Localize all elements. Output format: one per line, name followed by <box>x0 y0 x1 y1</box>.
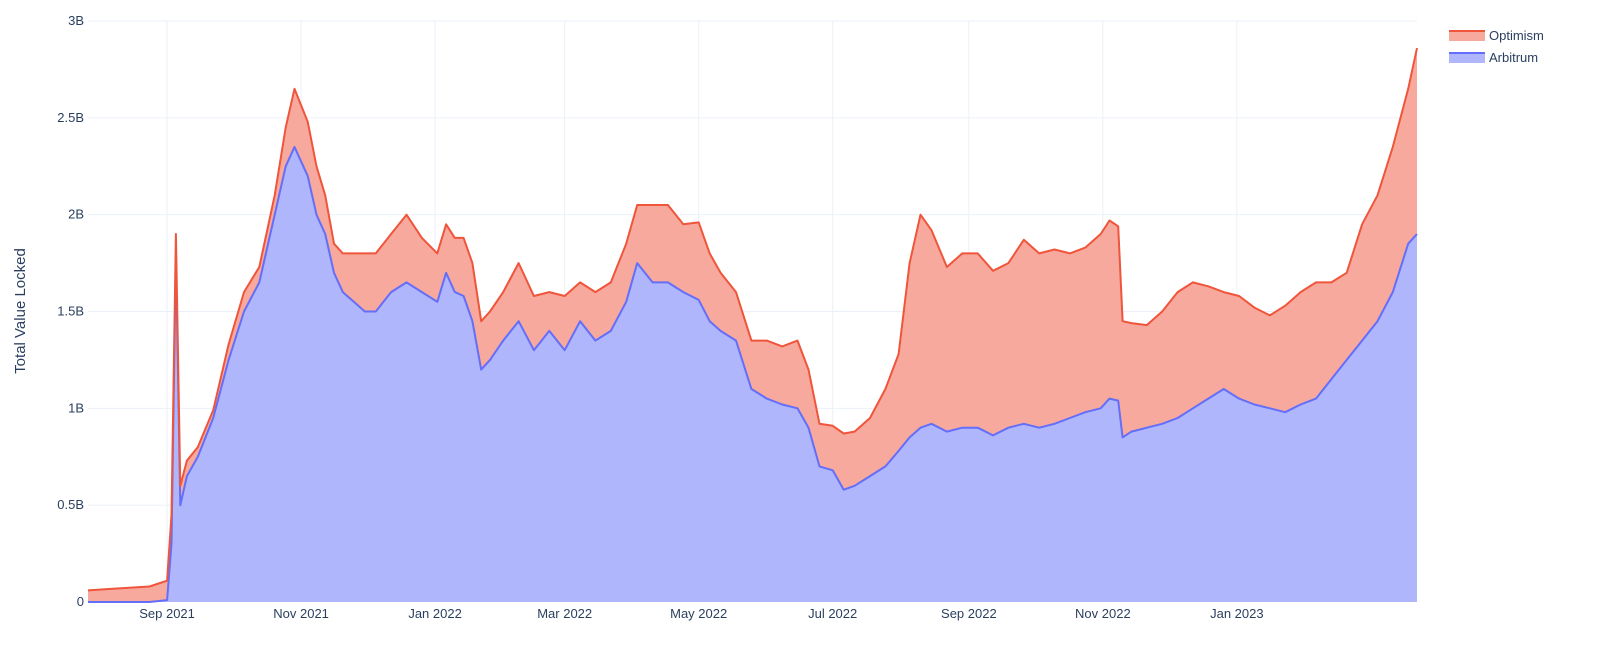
legend[interactable]: Optimism Arbitrum <box>1449 28 1544 65</box>
x-tick-label: Nov 2022 <box>1075 606 1131 621</box>
y-axis-tick-labels: 0 0.5B 1B 1.5B 2B 2.5B 3B <box>57 13 84 609</box>
y-axis-title: Total Value Locked <box>12 248 29 374</box>
lines <box>87 47 1418 603</box>
legend-item-arbitrum[interactable]: Arbitrum <box>1449 50 1538 65</box>
legend-swatch <box>1449 52 1485 63</box>
x-tick-label: Jul 2022 <box>808 606 857 621</box>
areas <box>88 48 1417 603</box>
y-tick-label: 1.5B <box>57 304 84 319</box>
x-tick-label: Jan 2022 <box>408 606 462 621</box>
y-tick-label: 2.5B <box>57 110 84 125</box>
legend-item-optimism[interactable]: Optimism <box>1449 28 1544 43</box>
x-tick-label: Sep 2022 <box>941 606 997 621</box>
legend-label: Arbitrum <box>1489 50 1538 65</box>
x-tick-label: Mar 2022 <box>537 606 592 621</box>
x-tick-label: Sep 2021 <box>139 606 195 621</box>
arbitrum-line <box>88 145 1418 603</box>
x-tick-label: May 2022 <box>670 606 727 621</box>
y-tick-label: 0 <box>77 594 84 609</box>
y-tick-label: 3B <box>68 13 84 28</box>
x-tick-label: Jan 2023 <box>1210 606 1264 621</box>
y-tick-label: 1B <box>68 400 84 415</box>
optimism-line <box>87 47 1418 592</box>
y-tick-label: 2B <box>68 207 84 222</box>
legend-swatch <box>1449 30 1485 41</box>
legend-label: Optimism <box>1489 28 1544 43</box>
x-tick-label: Nov 2021 <box>273 606 329 621</box>
optimism-area <box>88 48 1417 603</box>
x-axis-tick-labels: Sep 2021 Nov 2021 Jan 2022 Mar 2022 May 2022… <box>139 606 1263 621</box>
y-tick-label: 0.5B <box>57 497 84 512</box>
arbitrum-area <box>88 146 1417 602</box>
